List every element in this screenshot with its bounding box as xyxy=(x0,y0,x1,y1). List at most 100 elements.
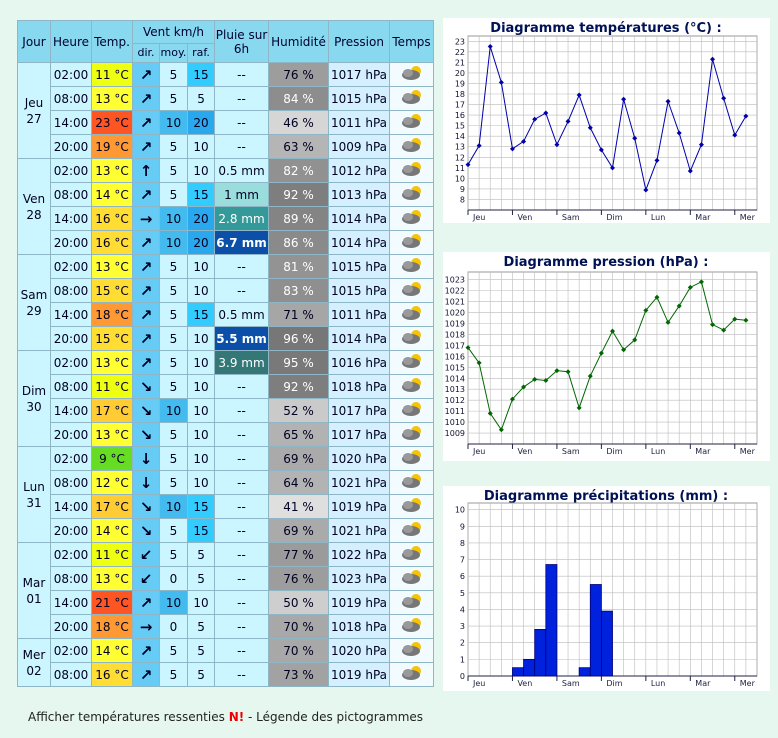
humidity: 64 % xyxy=(268,470,330,495)
hour: 20:00 xyxy=(50,326,92,351)
header-row: Jour Heure Temp. Vent km/h Pluie sur 6h Humid… xyxy=(17,20,435,63)
humidity: 46 % xyxy=(268,110,330,135)
pressure: 1017 hPa xyxy=(328,422,391,447)
x-tick-label: Sam xyxy=(562,213,580,222)
weather-cell xyxy=(389,182,435,207)
weather-cell xyxy=(389,326,435,351)
temperature: 18 °C xyxy=(91,614,133,639)
humidity: 65 % xyxy=(268,422,330,447)
x-tick-label: Sam xyxy=(562,447,580,456)
point xyxy=(610,165,615,171)
forecast-row: Mar 01 02:00 11 °C ↙ 5 5 -- 77 % 1022 hPa xyxy=(17,542,435,639)
y-tick-label: 8 xyxy=(460,539,465,548)
rain: 0.5 mm xyxy=(214,158,270,183)
point xyxy=(598,147,604,153)
footer-text[interactable]: Afficher températures ressenties xyxy=(28,710,225,724)
point xyxy=(476,143,482,149)
x-tick-label: Jeu xyxy=(472,213,485,222)
x-tick-label: Ven xyxy=(517,679,532,688)
point xyxy=(610,328,615,334)
humidity: 81 % xyxy=(268,254,330,279)
x-tick-label: Ven xyxy=(517,213,532,222)
y-tick-label: 13 xyxy=(455,143,465,152)
rain: -- xyxy=(214,110,270,135)
column-header: Heure xyxy=(50,20,92,63)
weather-icon xyxy=(401,210,421,224)
x-tick-label: Mer xyxy=(740,679,756,688)
y-tick-label: 9 xyxy=(460,522,465,531)
wind-average: 5 xyxy=(159,542,188,567)
point xyxy=(598,350,604,356)
column-header: Temps xyxy=(389,20,435,63)
x-tick-label: Dim xyxy=(606,447,622,456)
day-cell: Dim 30 xyxy=(17,350,51,447)
wind-average: 10 xyxy=(159,230,188,255)
rain: -- xyxy=(214,518,270,543)
point xyxy=(532,116,538,122)
day-name: Ven xyxy=(22,191,46,206)
rain: 0.5 mm xyxy=(214,302,270,327)
y-tick-label: 10 xyxy=(455,506,465,515)
wind-gust: 20 xyxy=(186,206,216,231)
temperature: 15 °C xyxy=(91,278,133,303)
hour: 02:00 xyxy=(50,638,92,663)
wind-direction: ↘ xyxy=(132,374,160,399)
hour: 02:00 xyxy=(50,62,92,87)
wind-average: 5 xyxy=(159,470,188,495)
legend-link[interactable]: - Légende des pictogrammes xyxy=(248,710,424,724)
y-tick-label: 1021 xyxy=(445,298,465,307)
weather-cell xyxy=(389,662,435,687)
temperature: 16 °C xyxy=(91,230,133,255)
point xyxy=(587,125,593,131)
forecast-row: Lun 31 02:00 9 °C ↓ 5 10 -- 69 % 1020 hPa xyxy=(17,446,435,543)
wind-gust: 5 xyxy=(186,86,216,111)
forecast-table: Jour Heure Temp. Vent km/h Pluie sur 6h Humid… xyxy=(17,20,435,687)
temperature: 9 °C xyxy=(91,446,133,471)
day-name: Mar xyxy=(22,575,46,590)
wind-direction: ↗ xyxy=(132,62,160,87)
y-tick-label: 1017 xyxy=(445,341,465,350)
y-tick-label: 10 xyxy=(455,174,465,183)
wind-average: 5 xyxy=(159,350,188,375)
wind-gust: 10 xyxy=(186,254,216,279)
pressure: 1018 hPa xyxy=(328,614,391,639)
hour: 14:00 xyxy=(50,398,92,423)
line xyxy=(467,281,746,431)
point xyxy=(698,142,704,148)
hour: 14:00 xyxy=(50,302,92,327)
day-date: 29 xyxy=(26,303,42,318)
y-tick-label: 1022 xyxy=(445,287,465,296)
temperature: 14 °C xyxy=(91,182,133,207)
column-header: Pression xyxy=(328,20,391,63)
wind-gust: 5 xyxy=(186,566,216,591)
weather-cell xyxy=(389,446,435,471)
pressure: 1019 hPa xyxy=(328,662,391,687)
point xyxy=(509,396,515,402)
point xyxy=(565,369,571,375)
weather-cell xyxy=(389,350,435,375)
column-header: Humidité xyxy=(268,20,330,63)
wind-gust: 10 xyxy=(186,374,216,399)
feels-like-flag[interactable]: N! xyxy=(228,710,245,724)
day-cell: Ven 28 xyxy=(17,158,51,255)
chart-title: Diagramme pression (hPa) : xyxy=(504,255,709,270)
point xyxy=(565,118,571,124)
humidity: 89 % xyxy=(268,206,330,231)
x-tick-label: Mar xyxy=(695,447,711,456)
rain: -- xyxy=(214,446,270,471)
bar xyxy=(523,658,536,677)
y-tick-label: 16 xyxy=(455,111,465,120)
point xyxy=(643,307,649,313)
humidity: 69 % xyxy=(268,518,330,543)
point xyxy=(676,130,682,136)
weather-icon xyxy=(401,642,421,656)
day-name: Mer xyxy=(22,647,46,662)
rain: -- xyxy=(214,278,270,303)
bar xyxy=(578,667,591,677)
temperature: 11 °C xyxy=(91,374,133,399)
weather-cell xyxy=(389,422,435,447)
point xyxy=(621,347,627,353)
rain: -- xyxy=(214,662,270,687)
forecast-row: Dim 30 02:00 13 °C ↗ 5 10 3.9 mm 95 % 1016 hPa xyxy=(17,350,435,447)
rain: -- xyxy=(214,134,270,159)
